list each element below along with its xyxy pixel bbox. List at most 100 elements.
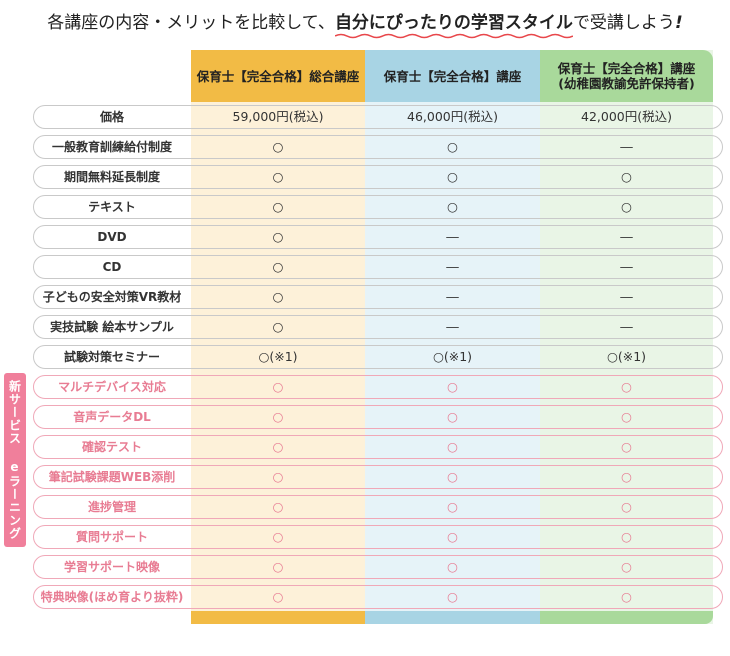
table-cell: ○ — [272, 169, 284, 184]
table-cell: ○ — [272, 409, 284, 424]
row-label: DVD — [97, 230, 127, 244]
column-footer-1 — [191, 611, 365, 624]
table-cell: ― — [446, 319, 459, 334]
table-row — [33, 135, 723, 159]
row-label: 価格 — [99, 110, 124, 124]
table-cell: ― — [446, 289, 459, 304]
table-cell: ○ — [447, 409, 458, 424]
row-label: 確認テスト — [81, 440, 142, 454]
column-footer-3 — [540, 611, 713, 624]
table-cell: ○ — [621, 409, 632, 424]
row-label: 進捗管理 — [87, 500, 136, 514]
table-cell: ○ — [447, 379, 458, 394]
table-row — [33, 165, 723, 189]
table-row — [33, 285, 723, 309]
table-cell: ○ — [447, 439, 458, 454]
table-cell: ○ — [621, 559, 632, 574]
table-cell: 46,000円(税込) — [407, 109, 498, 124]
table-cell: ○ — [447, 559, 458, 574]
row-label: CD — [102, 260, 122, 274]
table-cell: ○ — [272, 529, 284, 544]
headline-highlight: 自分にぴったりの学習スタイル — [334, 13, 573, 39]
row-label: 試験対策セミナー — [63, 350, 160, 364]
table-cell: 59,000円(税込) — [232, 109, 324, 124]
column-bg-3 — [540, 50, 713, 624]
new-service-elearning-tag: 新サービス eラーニング — [4, 373, 26, 547]
table-cell: ○ — [447, 499, 458, 514]
table-cell: 42,000円(税込) — [581, 109, 672, 124]
table-cell: ― — [446, 229, 459, 244]
table-cell: ― — [620, 229, 633, 244]
table-cell: ○ — [272, 499, 284, 514]
table-row — [33, 345, 723, 369]
table-cell: ○ — [272, 319, 284, 334]
table-cell: ○ — [447, 469, 458, 484]
table-cell: ○ — [447, 139, 458, 154]
table-cell: ○ — [272, 559, 284, 574]
row-label: 一般教育訓練給付制度 — [51, 140, 172, 154]
column-header-total-course: 保育士【完全合格】総合講座 — [191, 50, 365, 102]
table-cell: ○ — [621, 379, 632, 394]
table-cell: ○ — [272, 469, 284, 484]
column-footer-2 — [365, 611, 540, 624]
table-cell: ○ — [272, 199, 284, 214]
headline-prefix: 各講座の内容・メリットを比較して、 — [47, 13, 335, 33]
table-cell: ○ — [621, 499, 632, 514]
table-cell: ○ — [621, 529, 632, 544]
row-label: 子どもの安全対策VR教材 — [42, 290, 182, 304]
row-label: 実技試験 絵本サンプル — [50, 320, 174, 334]
table-cell: ○(※1) — [258, 349, 298, 364]
table-row — [33, 255, 723, 279]
wavy-underline — [334, 33, 573, 39]
table-cell: ○ — [621, 469, 632, 484]
table-row — [33, 525, 723, 549]
page-headline: 各講座の内容・メリットを比較して、自分にぴったりの学習スタイル で受講しよう! — [0, 8, 730, 39]
headline-highlight-text: 自分にぴったりの学習スタイル — [334, 13, 573, 33]
column-bg-2 — [365, 50, 540, 624]
table-cell: ○ — [272, 289, 284, 304]
table-row — [33, 555, 723, 579]
row-label: 質問サポート — [75, 530, 148, 544]
table-cell: ○ — [272, 589, 284, 604]
row-label: 期間無料延長制度 — [63, 170, 160, 184]
table-cell: ○ — [621, 589, 632, 604]
table-row — [33, 105, 723, 129]
table-row — [33, 495, 723, 519]
table-cell: ○ — [621, 199, 632, 214]
table-cell: ○ — [272, 379, 284, 394]
table-cell: ○ — [621, 169, 632, 184]
table-cell: ― — [620, 259, 633, 274]
table-cell: ○(※1) — [432, 349, 473, 364]
row-label: 音声データDL — [73, 410, 151, 424]
table-cell: ○ — [447, 169, 458, 184]
table-cell: ― — [446, 259, 459, 274]
table-row — [33, 465, 723, 489]
table-row — [33, 375, 723, 399]
table-cell: ○(※1) — [606, 349, 647, 364]
column-header-1-text: 保育士【完全合格】総合講座 — [196, 68, 360, 84]
table-cell: ― — [620, 319, 633, 334]
side-tag-text: 新サービス eラーニング — [7, 380, 22, 540]
table-cell: ○ — [621, 439, 632, 454]
headline-suffix: で受講しよう — [572, 13, 675, 33]
column-header-kindergarten-course: 保育士【完全合格】講座 (幼稚園教諭免許保持者) — [540, 50, 713, 102]
row-label: マルチデバイス対応 — [58, 380, 166, 394]
column-header-course: 保育士【完全合格】講座 — [365, 50, 540, 102]
row-label: 特典映像(ほめ育より抜粋) — [40, 590, 184, 604]
row-label: 学習サポート映像 — [63, 560, 160, 574]
column-header-2-text: 保育士【完全合格】講座 — [383, 68, 522, 84]
table-cell: ○ — [447, 529, 458, 544]
headline-exclaim: ! — [674, 13, 683, 33]
table-row — [33, 435, 723, 459]
table-cell: ― — [620, 139, 633, 154]
row-label: 筆記試験課題WEB添削 — [48, 470, 176, 484]
table-cell: ○ — [272, 229, 284, 244]
table-cell: ○ — [447, 199, 458, 214]
table-row — [33, 315, 723, 339]
table-row — [33, 405, 723, 429]
table-row — [33, 585, 723, 609]
table-cell: ○ — [272, 439, 284, 454]
column-header-3-text: 保育士【完全合格】講座 (幼稚園教諭免許保持者) — [557, 61, 696, 91]
row-label: テキスト — [88, 200, 136, 214]
table-row — [33, 195, 723, 219]
